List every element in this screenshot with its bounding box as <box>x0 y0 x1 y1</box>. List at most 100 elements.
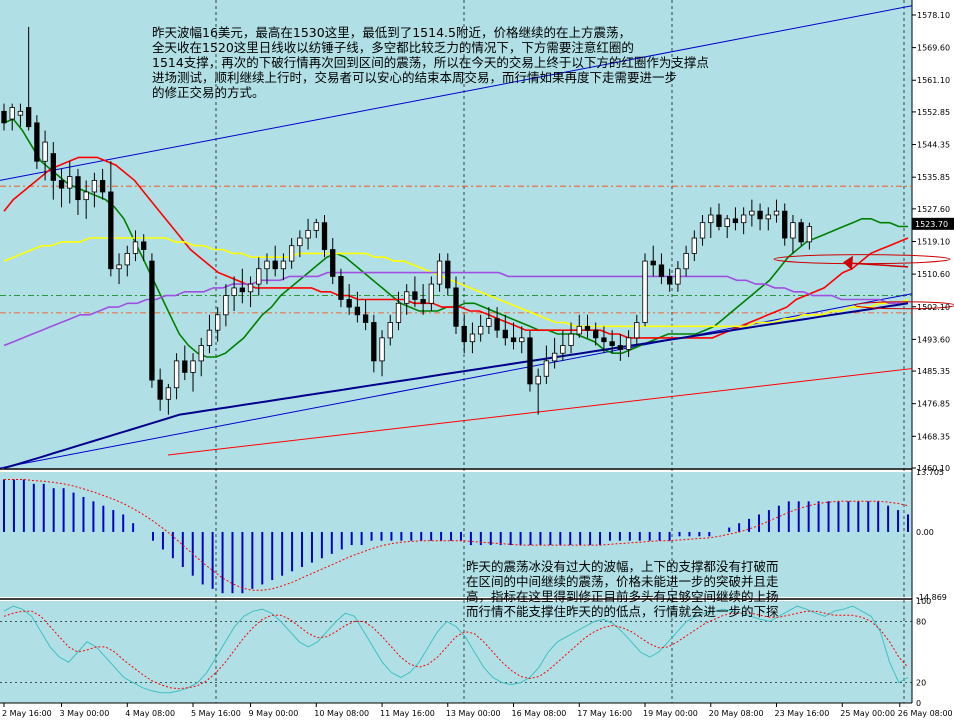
candle-body <box>67 176 73 189</box>
candle-body <box>617 345 624 350</box>
candle-body <box>34 122 40 162</box>
candle-body <box>593 329 599 339</box>
candle-body <box>510 337 517 343</box>
candle-body <box>568 333 574 346</box>
y-tick-label: 1476.85 <box>917 400 950 409</box>
candle-body <box>1 110 7 124</box>
bottom-annotation-line: 昨天的震荡冰没有过大的波幅，上下的支撑都没有打破而 <box>466 559 779 574</box>
y-tick-label: 1544.35 <box>917 141 950 150</box>
candle-body <box>708 214 714 224</box>
y-tick-label: 1493.60 <box>917 335 950 344</box>
candle-body <box>132 241 139 254</box>
candle-body <box>346 299 352 308</box>
candle-body <box>494 318 500 331</box>
candle-body <box>765 214 771 220</box>
candle-body <box>58 180 65 189</box>
arrow-head <box>843 255 853 271</box>
macd-tick-label: -14.869 <box>916 593 947 602</box>
candle-body <box>25 107 32 128</box>
candle-body <box>412 291 418 300</box>
candle-body <box>527 337 533 385</box>
x-tick-label: 23 May 16:00 <box>775 709 830 718</box>
y-tick-label: 1552.85 <box>917 108 950 117</box>
x-tick-label: 11 May 16:00 <box>380 709 435 718</box>
x-tick-label: 13 May 00:00 <box>446 709 501 718</box>
y-tick-label: 1468.35 <box>917 432 950 441</box>
support-ellipse <box>854 301 954 310</box>
candle-body <box>157 379 163 400</box>
candle-body <box>502 329 508 339</box>
candle-body <box>42 141 48 162</box>
candle-body <box>305 229 311 239</box>
candle-body <box>798 222 804 243</box>
stoch-panel-bg <box>0 601 912 703</box>
candle-body <box>625 337 632 350</box>
moving-average-line <box>3 302 909 469</box>
candle-body <box>650 260 656 266</box>
price-panel-bg <box>0 0 912 468</box>
candle-body <box>790 222 796 239</box>
candle-body <box>354 306 361 316</box>
top-annotation-line: 1514支撑，再次的下破行情再次回到区间的震荡，所以在今天的交易上终于以下方的红… <box>152 55 709 70</box>
candle-body <box>231 287 237 297</box>
candle-body <box>91 180 98 193</box>
candle-body <box>609 341 615 346</box>
y-tick-label: 1535.85 <box>917 173 950 182</box>
stoch-tick-label: 100 <box>916 597 931 606</box>
candle-body <box>560 345 566 354</box>
candle-body <box>576 325 582 335</box>
candle-body <box>691 237 697 254</box>
candle-body <box>732 218 739 224</box>
time-axis-bg <box>0 703 954 720</box>
x-tick-label: 4 May 08:00 <box>125 709 175 718</box>
y-tick-label: 1569.60 <box>917 44 950 53</box>
candle-body <box>667 276 673 285</box>
macd-tick-label: 0.00 <box>916 528 934 537</box>
y-tick-label: 1527.60 <box>917 205 950 214</box>
candle-body <box>469 333 476 343</box>
candle-body <box>395 302 402 323</box>
candle-body <box>428 283 435 304</box>
candle-body <box>239 287 245 293</box>
candle-body <box>675 268 681 285</box>
stoch-tick-label: 20 <box>916 679 926 688</box>
candle-body <box>519 337 525 343</box>
candle-body <box>83 191 89 201</box>
upper-channel-line <box>0 5 913 181</box>
candle-body <box>806 226 813 243</box>
candle-body <box>182 360 188 373</box>
candle-body <box>486 318 492 327</box>
y-tick-label: 1502.10 <box>917 303 950 312</box>
candle-body <box>362 314 369 323</box>
macd-panel-bg <box>0 472 912 597</box>
x-tick-label: 16 May 08:00 <box>512 709 567 718</box>
x-tick-label: 19 May 00:00 <box>643 709 698 718</box>
candle-body <box>387 322 393 339</box>
x-tick-label: 26 May 08:00 <box>898 709 953 718</box>
candle-body <box>379 337 385 362</box>
candle-body <box>453 287 459 327</box>
macd-signal-line <box>4 479 909 591</box>
candle-body <box>584 325 591 331</box>
candle-body <box>773 210 780 216</box>
x-tick-label: 25 May 00:00 <box>840 709 895 718</box>
candle-body <box>699 222 706 239</box>
top-annotation-line: 的修正交易的方式。 <box>152 85 265 100</box>
candle-body <box>75 176 81 201</box>
top-annotation-line: 昨天波幅16美元，最高在1530这里，最低到了1514.5附近，价格继续的在上方… <box>152 25 631 40</box>
candle-body <box>99 180 106 193</box>
stoch-line <box>3 605 909 694</box>
moving-average-line <box>3 271 908 347</box>
current-price-label: 1523.70 <box>915 220 948 229</box>
candle-body <box>338 276 344 300</box>
candle-body <box>749 210 755 216</box>
candle-body <box>420 299 426 304</box>
candle-body <box>124 252 130 266</box>
arrow-line <box>847 262 909 268</box>
candle-body <box>321 222 328 250</box>
candle-body <box>297 237 303 247</box>
stoch-line <box>3 610 909 690</box>
candle-body <box>9 107 15 120</box>
x-tick-label: 3 May 00:00 <box>60 709 110 718</box>
candle-body <box>601 337 607 343</box>
